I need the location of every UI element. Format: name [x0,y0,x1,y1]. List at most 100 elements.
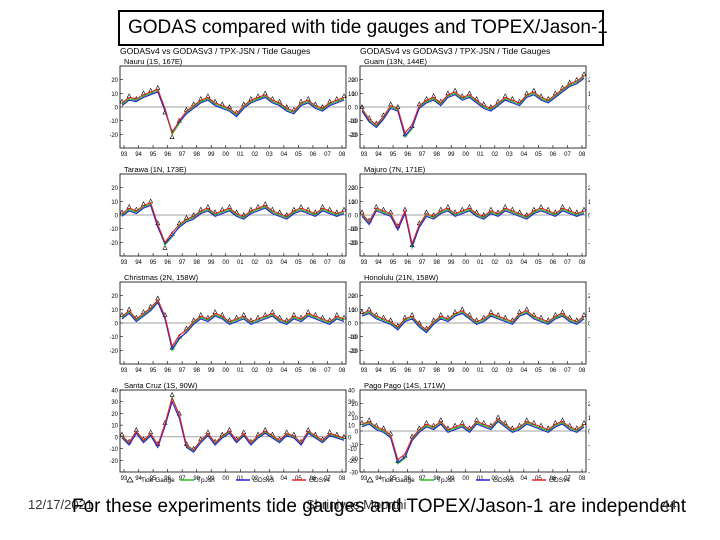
x-tick-label: 95 [390,152,397,158]
x-tick-label: 04 [521,476,528,482]
y-tick-label-right: -20 [588,133,590,139]
x-tick-label: 04 [521,152,528,158]
y-tick-label-left: 0 [115,106,119,112]
panel-title: GODASv4 vs GODASv3 / TPX-JSN / Tide Gaug… [360,46,550,56]
series-line-gdsv3 [361,210,585,249]
tide-gauge-point [119,98,125,104]
x-tick-label: 95 [150,476,157,482]
y-tick-label-left: 10 [351,308,358,314]
x-tick-label: 95 [390,368,397,374]
x-tick-label: 95 [150,260,157,266]
y-tick-label-left: -10 [349,335,358,341]
y-tick-label-right: 20 [348,294,355,300]
x-tick-label: 94 [135,476,142,482]
y-tick-label-right: 10 [588,200,590,206]
x-tick-label: 94 [375,368,382,374]
y-tick-label-right: 0 [588,430,590,436]
x-tick-label: 99 [448,152,455,158]
x-tick-label: 06 [310,368,317,374]
series-line-tpjsn [361,311,585,332]
y-tick-label-left: 10 [351,416,358,422]
y-tick-label-left: -10 [349,119,358,125]
x-tick-label: 01 [237,152,244,158]
x-tick-label: 07 [324,152,331,158]
x-tick-label: 94 [135,260,142,266]
x-tick-label: 06 [550,152,557,158]
x-tick-label: 01 [237,368,244,374]
y-tick-label-left: 0 [355,106,359,112]
y-tick-label-left: -10 [349,443,358,449]
y-tick-label-right: 40 [348,389,355,395]
x-tick-label: 06 [310,476,317,482]
y-tick-label-right: -20 [348,241,357,247]
x-tick-label: 93 [361,368,368,374]
x-tick-label: 00 [462,368,469,374]
x-tick-label: 97 [179,368,186,374]
x-tick-label: 04 [281,152,288,158]
y-tick-label-right: 0 [348,106,352,112]
y-tick-label-right: -20 [588,457,590,463]
x-tick-label: 00 [462,260,469,266]
y-tick-label-right: -10 [588,119,590,125]
x-tick-label: 07 [324,368,331,374]
x-tick-label: 96 [404,152,411,158]
x-tick-label: 05 [535,260,542,266]
y-tick-label-left: 0 [355,430,359,436]
x-tick-label: 08 [579,152,586,158]
y-tick-label-right: 20 [588,78,590,84]
x-tick-label: 04 [521,260,528,266]
y-tick-label-right: -20 [588,349,590,355]
y-tick-label-right: 10 [348,424,355,430]
y-tick-label-left: 10 [111,200,118,206]
x-tick-label: 97 [419,260,426,266]
x-tick-label: 07 [564,260,571,266]
x-tick-label: 01 [237,476,244,482]
y-tick-label-right: -10 [588,335,590,341]
series-line-gdsv3 [121,301,345,351]
y-tick-label-right: 10 [348,200,355,206]
x-tick-label: 95 [390,476,397,482]
x-tick-label: 03 [506,476,513,482]
x-tick-label: 99 [208,260,215,266]
x-tick-label: 94 [375,260,382,266]
legend-label: GDSv3 [493,477,514,484]
y-tick-label-left: 0 [355,322,359,328]
footer-author: Shrinivas Moorthi [306,497,407,512]
y-tick-label-right: 0 [348,322,352,328]
x-tick-label: 95 [150,152,157,158]
tide-gauge-point [359,309,365,314]
x-tick-label: 03 [266,260,273,266]
tide-gauge-point [341,314,347,320]
x-tick-label: 05 [535,368,542,374]
footer-page-number: 44 [662,497,677,512]
x-tick-label: 03 [506,368,513,374]
x-tick-label: 07 [564,476,571,482]
y-tick-label-left: -20 [349,133,358,139]
y-tick-label-left: 20 [351,294,358,300]
y-tick-label-left: 20 [351,78,358,84]
y-tick-label-left: -10 [110,227,119,233]
x-tick-label: 04 [281,368,288,374]
tide-gauge-point [341,434,347,439]
tide-gauge-point [162,244,168,250]
x-tick-label: 96 [404,260,411,266]
station-label: Tarawa (1N, 173E) [124,165,187,174]
x-tick-label: 04 [521,368,528,374]
station-panel: Pago Pago (14S, 171W)2020101000-10-10-20… [349,381,590,482]
y-tick-label-right: -10 [588,227,590,233]
y-tick-label-left: 20 [111,186,118,192]
y-tick-label-right: -20 [348,349,357,355]
x-tick-label: 97 [179,260,186,266]
y-tick-label-right: -20 [588,241,590,247]
tide-gauge-point [359,419,365,425]
x-tick-label: 93 [361,260,368,266]
y-tick-label-left: -10 [110,335,119,341]
x-tick-label: 07 [324,260,331,266]
x-tick-label: 02 [251,476,258,482]
legend: Tide Gauge TpJsn GDSv3 GDSv4 [366,476,570,484]
series-line-gdsv4 [121,396,345,451]
x-tick-label: 06 [550,368,557,374]
x-tick-label: 93 [121,152,128,158]
chart-figure: GODASv4 vs GODASv3 / TPX-JSN / Tide Gaug… [110,44,590,488]
x-tick-label: 95 [150,368,157,374]
